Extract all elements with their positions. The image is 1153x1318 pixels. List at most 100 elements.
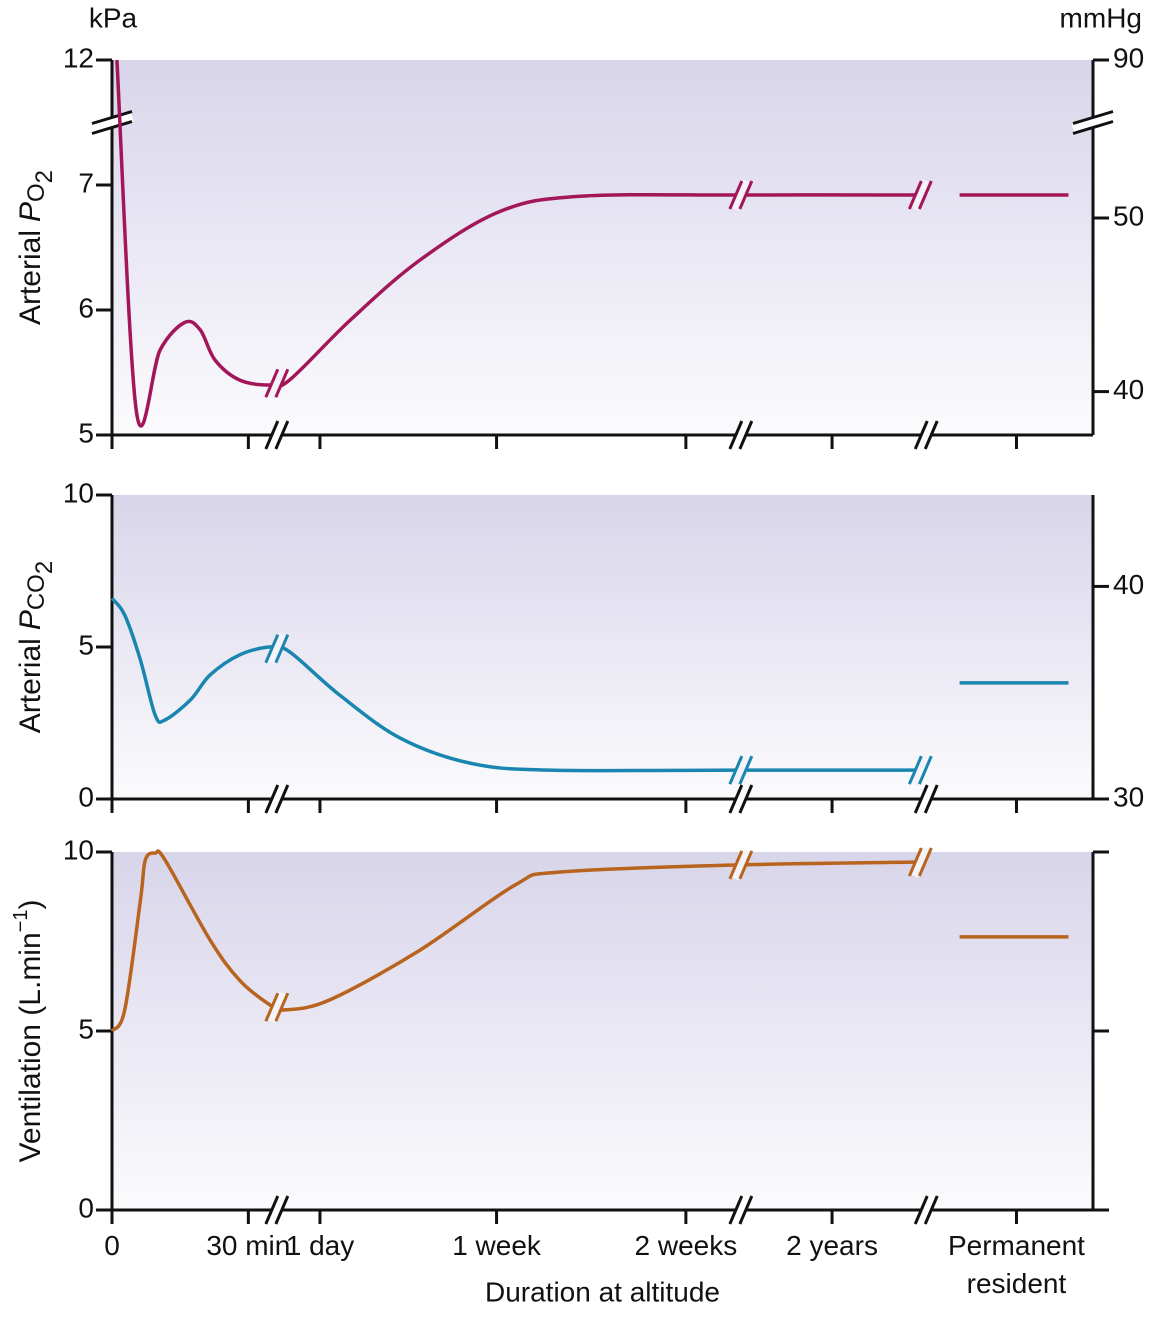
y-axis-label-part: −1: [10, 910, 32, 933]
y-tick-label: 5: [78, 629, 94, 660]
y-axis-label-part: Ventilation (L.min: [14, 932, 47, 1162]
axis-break: [91, 110, 133, 125]
axis-break-gap: [730, 419, 752, 451]
y-axis-label-part: O: [23, 183, 50, 202]
y2-tick-label: 40: [1113, 374, 1144, 405]
axis-break: [1072, 110, 1114, 125]
y-tick-label: 10: [63, 834, 94, 865]
line-break: [274, 992, 290, 1022]
line-break: [728, 850, 744, 880]
axis-break: [274, 420, 290, 450]
line-break: [907, 180, 923, 210]
axis-break: [923, 420, 939, 450]
axis-break: [913, 1195, 929, 1225]
axis-break: [274, 784, 290, 814]
y2-tick-label: 50: [1113, 200, 1144, 231]
line-break: [264, 634, 280, 664]
axis-break: [738, 420, 754, 450]
line-break: [264, 992, 280, 1022]
y2-tick-label: 90: [1113, 42, 1144, 73]
line-break: [274, 368, 290, 398]
y-tick-label: 12: [63, 42, 94, 73]
x-tick-label: 2 years: [786, 1230, 878, 1261]
line-break: [728, 755, 744, 785]
y-axis-label: Arterial PO2: [14, 170, 58, 325]
y-axis-label-part: P: [14, 610, 47, 630]
axis-break: [728, 420, 744, 450]
axis-break-gap: [90, 111, 134, 134]
axis-break-gap: [266, 1194, 288, 1226]
y-axis-label-part: Arterial: [14, 230, 47, 325]
x-tick-label: Permanent resident: [947, 1230, 1085, 1299]
axis-break: [91, 120, 133, 135]
line-break-gap: [267, 991, 287, 1023]
y-tick-label: 0: [78, 781, 94, 812]
axis-break: [913, 420, 929, 450]
y-tick-label: 0: [78, 1192, 94, 1223]
line-break-gap: [910, 754, 931, 786]
line-break: [738, 755, 754, 785]
line-break-gap: [910, 846, 931, 878]
axis-break-gap: [915, 1194, 937, 1226]
axis-break: [264, 420, 280, 450]
axis-break: [728, 1195, 744, 1225]
plot-background: [112, 60, 1093, 435]
axis-break: [1072, 120, 1114, 135]
y-axis-label-part: 2: [31, 561, 58, 574]
axis-break-gap: [915, 783, 937, 815]
line-break-gap: [910, 179, 931, 211]
axis-break-gap: [266, 783, 288, 815]
axis-break: [738, 1195, 754, 1225]
axis-break: [738, 784, 754, 814]
y-tick-label: 5: [78, 417, 94, 448]
line-break: [907, 847, 923, 877]
y-tick-label: 7: [78, 167, 94, 198]
line-break: [907, 755, 923, 785]
line-break: [728, 180, 744, 210]
x-tick-label: 1 day: [285, 1230, 355, 1261]
plot-background: [112, 852, 1093, 1210]
y2-tick-label: 40: [1113, 569, 1144, 600]
axis-break: [264, 1195, 280, 1225]
line-break: [917, 755, 933, 785]
y-axis-label: Arterial PCO2: [14, 561, 58, 733]
line-break-gap: [267, 367, 287, 399]
axis-break: [923, 1195, 939, 1225]
axis-break: [923, 784, 939, 814]
axis-break-gap: [1071, 111, 1115, 134]
y-tick-label: 6: [78, 292, 94, 323]
y-tick-label: 5: [78, 1013, 94, 1044]
line-break: [738, 180, 754, 210]
line-break-gap: [731, 849, 751, 881]
y-axis-label: Ventilation (L.min−1): [10, 900, 47, 1163]
line-break: [264, 368, 280, 398]
x-tick-label: 2 weeks: [634, 1230, 738, 1261]
axis-break-gap: [730, 783, 752, 815]
line-break-gap: [731, 179, 751, 211]
line-break: [274, 634, 290, 664]
x-tick-label: 0: [104, 1230, 120, 1261]
y-axis-label-part: CO: [23, 574, 50, 610]
line-break: [917, 847, 933, 877]
y2-tick-label: 30: [1113, 781, 1144, 812]
axis-break-gap: [915, 419, 937, 451]
x-axis-label: Duration at altitude: [485, 1276, 720, 1307]
x-tick-label: 30 min: [206, 1230, 291, 1261]
axis-break: [913, 784, 929, 814]
y-axis-label-part: 2: [31, 170, 58, 183]
line-break-gap: [731, 754, 751, 786]
line-break: [917, 180, 933, 210]
y-unit: kPa: [89, 2, 138, 33]
y2-unit: mmHg: [1060, 2, 1142, 33]
axis-break: [728, 784, 744, 814]
axis-break-gap: [266, 419, 288, 451]
x-tick-label: 1 week: [452, 1230, 541, 1261]
axis-break-gap: [730, 1194, 752, 1226]
axis-break: [274, 1195, 290, 1225]
line-break-gap: [267, 633, 287, 665]
y-axis-label-part: Arterial: [14, 638, 47, 733]
axis-break: [264, 784, 280, 814]
y-axis-label-part: ): [14, 900, 47, 910]
